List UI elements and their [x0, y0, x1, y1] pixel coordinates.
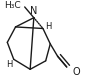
Text: H: H [45, 22, 52, 31]
Text: O: O [73, 67, 80, 77]
Text: N: N [30, 6, 37, 16]
Text: H₃C: H₃C [4, 1, 21, 10]
Text: H: H [6, 60, 12, 69]
